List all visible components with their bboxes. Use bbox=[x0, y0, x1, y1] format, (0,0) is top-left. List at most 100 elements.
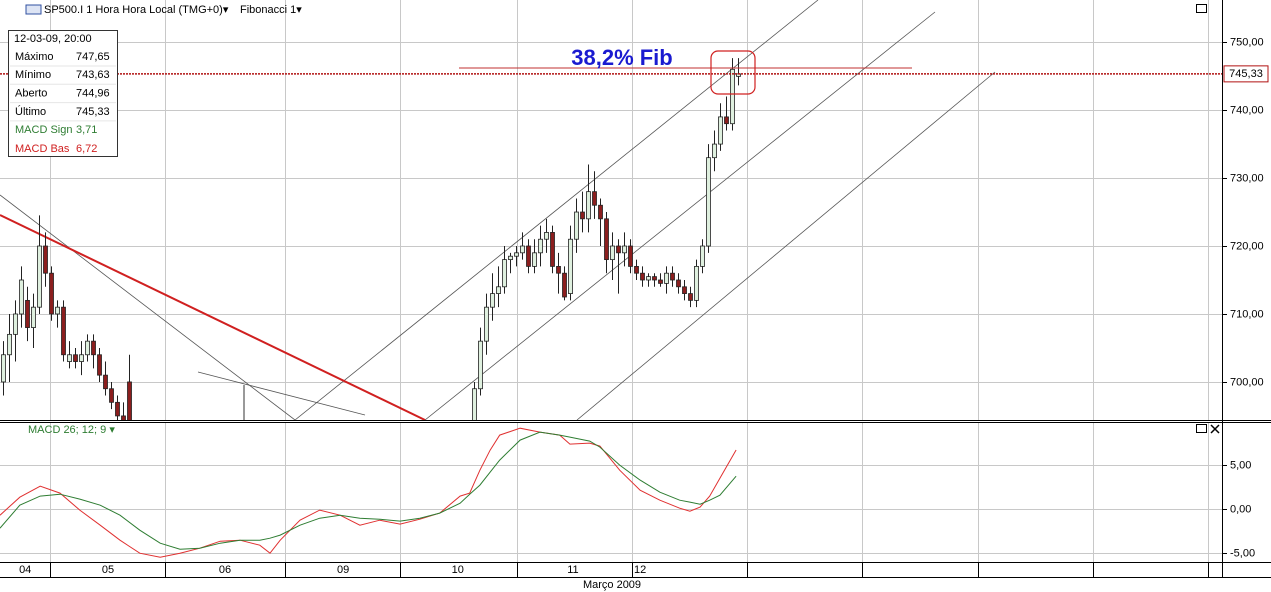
candle-body bbox=[574, 211, 579, 240]
trend-line bbox=[0, 194, 296, 420]
candle-body bbox=[634, 266, 639, 274]
candle-body bbox=[508, 255, 513, 261]
candle-body bbox=[688, 293, 693, 301]
candle-body bbox=[640, 272, 645, 281]
candle-body bbox=[694, 266, 699, 301]
candle-body bbox=[496, 286, 501, 294]
candle-body bbox=[592, 191, 597, 206]
y-tick-label: 730,00 bbox=[1230, 172, 1264, 184]
x-tick-label: 12 bbox=[634, 564, 646, 576]
candle-body bbox=[610, 245, 615, 261]
maximize-button[interactable] bbox=[1196, 424, 1207, 433]
candle-body bbox=[646, 276, 651, 281]
macd-title[interactable]: MACD 26; 12; 9 ▾ bbox=[28, 424, 115, 436]
info-macd-bas-value: 6,72 bbox=[76, 143, 97, 155]
candle-body bbox=[616, 245, 621, 254]
candle-body bbox=[484, 306, 489, 342]
candle-body bbox=[67, 354, 72, 362]
macd-panel bbox=[0, 422, 1222, 562]
fib-annotation: 38,2% Fib bbox=[571, 45, 672, 70]
candle-body bbox=[706, 157, 711, 247]
candle-body bbox=[55, 306, 60, 315]
candle-body bbox=[730, 68, 735, 125]
maximize-button[interactable] bbox=[1196, 4, 1207, 13]
candle-body bbox=[622, 245, 627, 254]
trend-line bbox=[0, 214, 426, 420]
candle-body bbox=[31, 306, 36, 328]
info-datetime: 12-03-09, 20:00 bbox=[14, 33, 92, 45]
y-tick-label: 720,00 bbox=[1230, 240, 1264, 252]
info-macd-sign-value: 3,71 bbox=[76, 124, 97, 136]
candle-body bbox=[13, 313, 18, 335]
y-tick-label: 740,00 bbox=[1230, 104, 1264, 116]
candle-body bbox=[1, 354, 6, 383]
info-label: Máximo bbox=[15, 51, 54, 63]
info-value: 744,96 bbox=[76, 88, 110, 100]
candle-body bbox=[514, 252, 519, 257]
last-price-box bbox=[1223, 65, 1269, 83]
candle-body bbox=[652, 276, 657, 281]
candle-body bbox=[49, 272, 54, 315]
candle-body bbox=[604, 218, 609, 261]
candle-body bbox=[91, 340, 96, 356]
highlight-box bbox=[710, 50, 756, 95]
study-label[interactable]: Fibonacci 1▾ bbox=[240, 4, 302, 16]
candle-body bbox=[85, 340, 90, 356]
info-label: Aberto bbox=[15, 88, 47, 100]
candle-body bbox=[79, 354, 84, 362]
candle-body bbox=[103, 374, 108, 390]
info-macd-sign: MACD Sign bbox=[15, 124, 72, 136]
candle-body bbox=[43, 245, 48, 274]
candle-body bbox=[109, 388, 114, 403]
info-macd-bas: MACD Bas bbox=[15, 143, 70, 155]
candle-body bbox=[502, 259, 507, 288]
candle-body bbox=[478, 340, 483, 390]
info-value: 745,33 bbox=[76, 106, 110, 118]
candle-body bbox=[562, 272, 567, 298]
candle-body bbox=[544, 232, 549, 240]
info-label: Mínimo bbox=[15, 69, 51, 81]
candle-body bbox=[97, 354, 102, 376]
candle-body bbox=[73, 354, 78, 362]
candle-body bbox=[670, 272, 675, 281]
candle-body bbox=[556, 266, 561, 274]
info-box bbox=[8, 30, 118, 157]
y-tick-label: -5,00 bbox=[1230, 547, 1255, 559]
candle-body bbox=[532, 252, 537, 267]
macd-line bbox=[0, 431, 737, 550]
candle-body bbox=[37, 245, 42, 308]
candle-body bbox=[676, 279, 681, 288]
candle-body bbox=[520, 245, 525, 254]
candle-body bbox=[568, 238, 573, 294]
x-tick-label: 11 bbox=[567, 564, 578, 576]
candle-body bbox=[712, 143, 717, 159]
candle-body bbox=[682, 286, 687, 294]
candle-body bbox=[121, 415, 126, 420]
x-tick-label: 04 bbox=[19, 564, 31, 576]
y-tick-label: 710,00 bbox=[1230, 308, 1264, 320]
candle-body bbox=[472, 388, 477, 420]
candle-body bbox=[724, 116, 729, 125]
y-tick-label: 0,00 bbox=[1230, 503, 1251, 515]
candle-body bbox=[664, 272, 669, 284]
candle-body bbox=[586, 191, 591, 220]
candle-body bbox=[526, 245, 531, 267]
info-value: 743,63 bbox=[76, 69, 110, 81]
x-tick-label: 09 bbox=[337, 564, 349, 576]
price-panel bbox=[0, 0, 1222, 420]
candle-body bbox=[700, 245, 705, 267]
candle-body bbox=[550, 232, 555, 267]
candle-body bbox=[19, 279, 24, 315]
x-tick-label: 05 bbox=[102, 564, 114, 576]
candle-body bbox=[718, 116, 723, 145]
symbol-label[interactable]: SP500.I 1 Hora Hora Local (TMG+0)▾ bbox=[44, 4, 229, 16]
candle-body bbox=[115, 401, 120, 417]
candle-body bbox=[580, 211, 585, 220]
candle-body bbox=[598, 204, 603, 220]
x-tick-label: 06 bbox=[219, 564, 231, 576]
trend-line bbox=[576, 71, 996, 420]
close-button[interactable] bbox=[1210, 424, 1220, 434]
